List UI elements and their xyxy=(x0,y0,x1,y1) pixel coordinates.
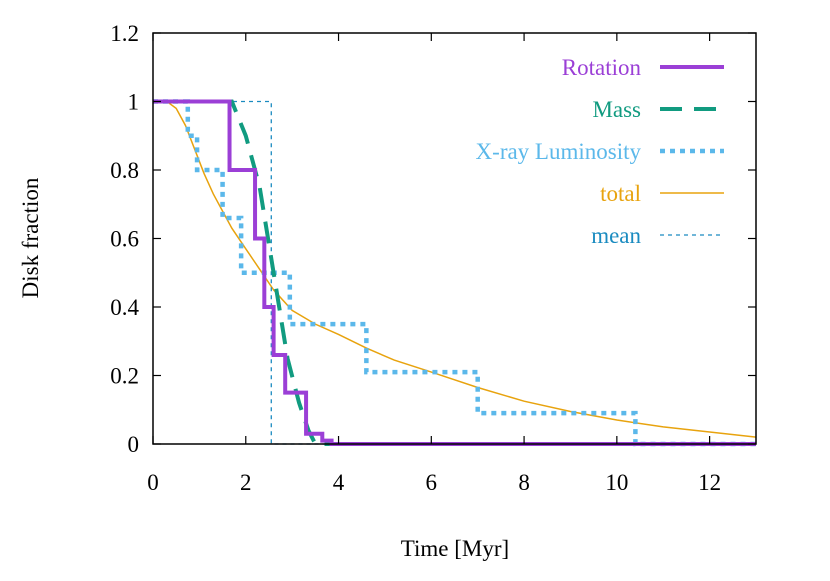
plot-frame xyxy=(152,32,757,445)
series-line-total xyxy=(153,100,757,438)
legend-label-mean: mean xyxy=(591,223,641,248)
legend-label-x-ray-luminosity: X-ray Luminosity xyxy=(476,139,642,164)
legend-label-total: total xyxy=(600,181,641,206)
series-line-x-ray-luminosity xyxy=(153,99,756,447)
y-tick-label: 1 xyxy=(128,90,140,115)
x-tick-label: 10 xyxy=(605,470,628,495)
y-tick-label: 1.2 xyxy=(110,21,139,46)
legend: Rotation Mass X-ray Luminosity total mean xyxy=(476,55,724,248)
series-layer xyxy=(153,99,757,447)
ticks-layer: 0 2 4 6 8 10 12 0 0.2 0.4 0.6 0.8 1 1.2 xyxy=(110,21,756,495)
y-tick-label: 0.4 xyxy=(110,295,139,320)
x-tick-label: 4 xyxy=(333,470,345,495)
legend-label-mass: Mass xyxy=(592,97,641,122)
x-tick-label: 6 xyxy=(426,470,438,495)
y-tick-label: 0 xyxy=(128,432,140,457)
y-tick-label: 0.6 xyxy=(110,227,139,252)
y-axis-title: Disk fraction xyxy=(18,177,43,298)
y-tick-label: 0.2 xyxy=(110,364,139,389)
series-line-mass xyxy=(153,99,756,446)
x-tick-label: 8 xyxy=(518,470,530,495)
y-tick-label: 0.8 xyxy=(110,158,139,183)
series-line-rotation xyxy=(153,99,756,446)
x-tick-label: 2 xyxy=(240,470,252,495)
x-axis-title: Time [Myr] xyxy=(401,536,509,561)
legend-label-rotation: Rotation xyxy=(562,55,642,80)
x-tick-label: 12 xyxy=(698,470,721,495)
x-tick-label: 0 xyxy=(147,470,159,495)
